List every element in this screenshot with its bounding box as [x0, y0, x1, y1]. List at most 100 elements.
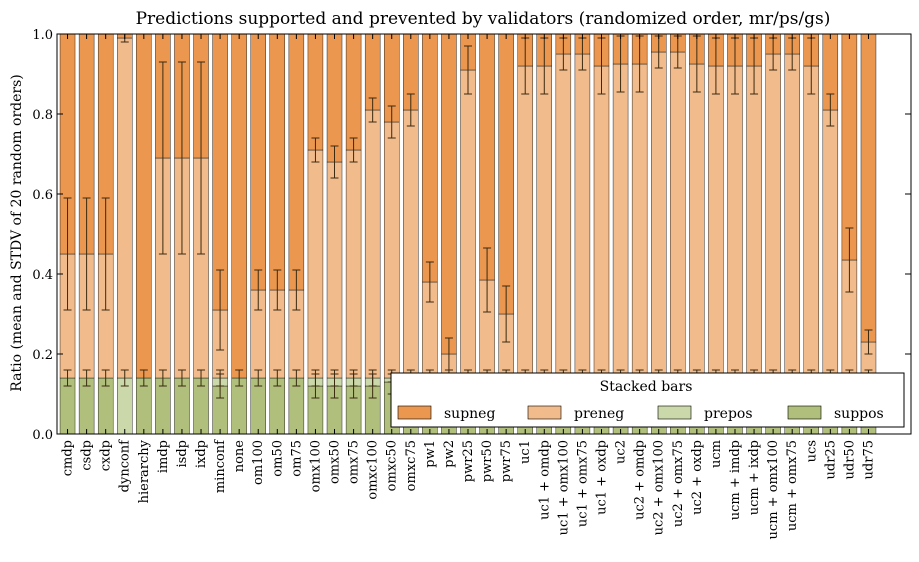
x-tick-label: cxdp — [99, 440, 114, 471]
x-tick-label: pwr50 — [480, 440, 495, 482]
bar-preneg — [517, 65, 533, 379]
legend-swatch — [527, 405, 562, 420]
bar-preneg — [803, 65, 819, 379]
bar-preneg — [326, 161, 343, 379]
legend-label: suppos — [834, 406, 884, 422]
x-tick-label: imdp — [156, 440, 171, 473]
error-bar-preneg — [464, 45, 473, 95]
bar-preneg — [384, 121, 400, 379]
bar-preneg — [574, 53, 591, 379]
x-tick-label: uc2 + omx75 — [671, 440, 686, 527]
bar-preneg — [117, 37, 133, 379]
bar-preneg — [727, 65, 743, 379]
x-tick-label: dynconf — [118, 439, 133, 493]
x-tick-label: ucm — [709, 440, 724, 468]
error-bar-prepos — [349, 369, 358, 387]
bar-preneg — [822, 109, 839, 379]
x-tick-label: pwr75 — [499, 440, 514, 482]
bar-preneg — [536, 65, 552, 379]
x-tick-label: uc1 + oxdp — [594, 440, 609, 515]
error-bar-suppos — [158, 369, 167, 387]
x-tick-label: omxc100 — [366, 440, 381, 500]
x-tick-label: hierarchy — [137, 439, 152, 503]
bar-preneg — [345, 149, 362, 379]
x-tick-label: uc1 + omx75 — [575, 440, 590, 527]
error-bar-preneg — [387, 105, 396, 139]
error-bar-prepos — [330, 369, 339, 387]
legend-swatch — [787, 405, 822, 420]
bar-supneg — [288, 33, 305, 291]
x-tick-label: none — [232, 440, 247, 473]
error-bar-suppos — [139, 369, 148, 387]
error-bar-preneg — [864, 329, 873, 355]
error-bar-suppos — [254, 369, 263, 387]
bar-preneg — [555, 53, 572, 379]
x-tick-label: uc2 + oxdp — [690, 440, 705, 515]
error-bar-suppos — [235, 369, 244, 387]
legend-label: prepos — [704, 406, 753, 422]
bar-preneg — [651, 51, 667, 379]
x-tick-label: udr50 — [842, 440, 857, 479]
bar-supneg — [479, 33, 495, 281]
bar-preneg — [593, 65, 610, 379]
x-tick-label: isdp — [175, 440, 190, 467]
x-tick-label: ucm + omx100 — [766, 440, 781, 539]
error-bar-prepos — [368, 369, 377, 387]
error-bar-prepos — [216, 369, 225, 387]
x-tick-label: omx75 — [347, 440, 362, 484]
y-axis-label: Ratio (mean and STDV of 20 random orders… — [9, 74, 25, 391]
bar-supneg — [441, 33, 457, 355]
bar-supneg — [498, 33, 514, 315]
x-tick-label: omx100 — [308, 440, 323, 492]
plot-frame — [56, 33, 912, 435]
bar-preneg — [784, 53, 800, 379]
legend-entry-supneg: supneg — [397, 405, 495, 422]
bar-preneg — [670, 51, 686, 379]
x-tick-label: pwr25 — [461, 440, 476, 482]
error-bar-suppos — [177, 369, 186, 387]
error-bar-prepos — [120, 369, 129, 387]
legend-label: supneg — [444, 406, 495, 422]
bar-preneg — [746, 65, 762, 379]
x-tick-label: uc2 — [614, 440, 629, 464]
legend-title: Stacked bars — [600, 379, 693, 395]
x-tick-label: om50 — [270, 440, 285, 477]
error-bar-suppos — [197, 369, 206, 387]
error-bar-preneg — [349, 137, 358, 163]
x-tick-label: uc2 + omdp — [633, 440, 648, 520]
x-tick-label: uc1 + omx100 — [556, 440, 571, 535]
error-bar-preneg — [330, 145, 339, 179]
error-bar-preneg — [425, 261, 434, 303]
x-tick-label: om100 — [251, 440, 266, 485]
bar-preneg — [631, 63, 648, 379]
legend-entry-preneg: preneg — [527, 405, 624, 422]
x-tick-label: ucm + imdp — [728, 440, 743, 520]
x-tick-label: uc1 + omdp — [537, 440, 552, 520]
x-tick-label: ucm + ixdp — [747, 440, 762, 515]
y-tick-label: 0.0 — [32, 428, 53, 443]
x-tick-label: cmdp — [61, 440, 76, 476]
bar-supneg — [269, 33, 286, 291]
legend-swatch — [397, 405, 432, 420]
error-bar-preneg — [273, 269, 282, 311]
legend: Stacked bars supneg preneg prepos suppos — [390, 372, 905, 428]
bar-supneg — [136, 33, 152, 379]
error-bar-preneg — [197, 61, 206, 255]
legend-entry-prepos: prepos — [657, 405, 753, 422]
x-tick-label: ucm + omx75 — [785, 440, 800, 531]
x-tick-label: udr75 — [861, 440, 876, 479]
error-bar-preneg — [826, 93, 835, 127]
x-tick-label: pw2 — [442, 440, 457, 468]
error-bar-suppos — [63, 369, 72, 387]
bar-preneg — [307, 149, 324, 379]
bar-preneg — [765, 53, 781, 379]
bar-supneg — [307, 33, 324, 151]
y-tick-label: 0.4 — [32, 268, 53, 283]
error-bar-preneg — [406, 93, 415, 127]
x-tick-label: csdp — [80, 440, 95, 471]
x-tick-label: uc2 + omx100 — [652, 440, 667, 535]
bar-preneg — [708, 65, 724, 379]
bar-supneg — [231, 33, 247, 379]
y-tick-label: 1.0 — [32, 28, 53, 43]
